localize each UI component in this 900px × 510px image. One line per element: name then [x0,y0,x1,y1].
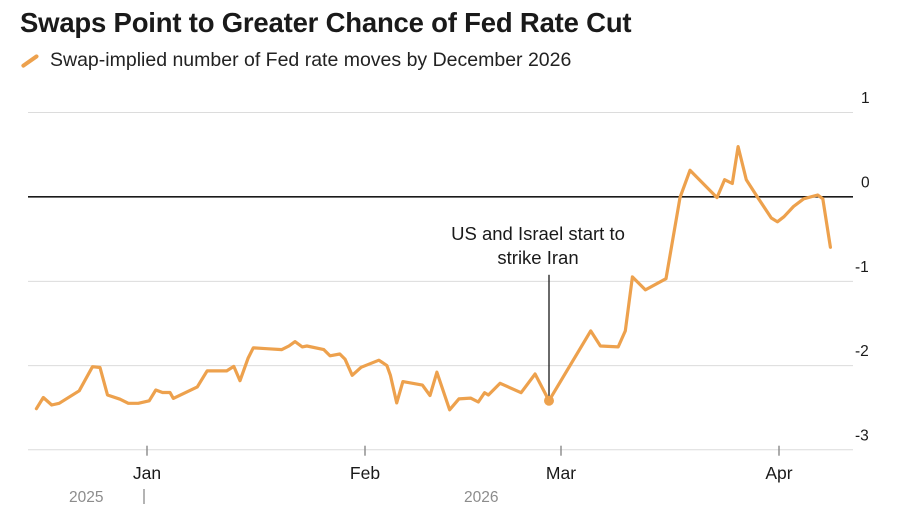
svg-text:1: 1 [861,90,870,107]
svg-text:Feb: Feb [350,463,380,483]
svg-text:Jan: Jan [133,463,161,483]
svg-text:Apr: Apr [765,463,792,483]
svg-text:-2: -2 [855,343,869,360]
svg-text:0: 0 [861,174,870,191]
svg-text:2025: 2025 [69,489,103,506]
svg-text:2026: 2026 [464,489,498,506]
svg-text:-3: -3 [855,427,869,444]
svg-text:Mar: Mar [546,463,576,483]
svg-text:-1: -1 [855,259,869,276]
